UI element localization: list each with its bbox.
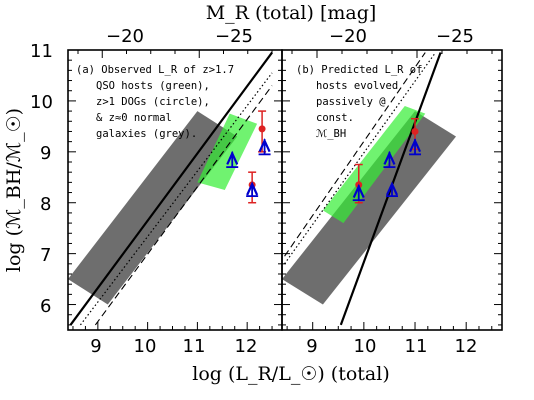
x-tick-labels-top: −20 −25 −20 −25 xyxy=(106,26,474,47)
relation-line-dashed xyxy=(284,52,426,257)
x-tick-labels-bottom: 9 10 11 12 9 10 11 12 xyxy=(90,336,477,357)
axis-ticks xyxy=(68,49,502,330)
annotation-line: ℳ_BH xyxy=(316,128,346,140)
annotation-line: galaxies (grey). xyxy=(96,128,197,140)
blue-triangle xyxy=(409,138,422,153)
relation-line-dotted xyxy=(79,72,273,326)
y-tick-label: 6 xyxy=(40,296,51,317)
blue-triangle xyxy=(385,181,399,196)
red-point xyxy=(411,127,419,135)
x-axis-label-top: M_R (total) [mag] xyxy=(206,2,377,24)
x-axis-label: log (L_R/L_☉) (total) xyxy=(192,363,390,385)
x-tick-label-top: −25 xyxy=(436,26,474,47)
x-tick-label-top: −20 xyxy=(106,26,144,47)
relation-line-solid xyxy=(69,51,273,326)
blue-triangle xyxy=(246,181,259,196)
annotation-line: passively @ xyxy=(316,96,386,108)
annotation-line: (a) Observed L_R of z>1.7 xyxy=(76,64,234,76)
blue-triangle xyxy=(258,138,271,153)
annotation-line: QSO hosts (green), xyxy=(96,80,210,92)
annotation-line: & z≈0 normal xyxy=(96,112,172,124)
y-tick-label: 8 xyxy=(40,194,51,215)
annotation-line: z>1 DOGs (circle), xyxy=(96,96,210,108)
y-axis-label: log (ℳ_BH/ℳ_☉) xyxy=(3,108,25,272)
x-tick-label-top: −20 xyxy=(329,26,367,47)
y-tick-label: 7 xyxy=(40,245,51,266)
annotation-line: (b) Predicted L_R of xyxy=(296,64,422,76)
blue-triangle xyxy=(383,150,396,165)
grey-region xyxy=(282,111,456,305)
annotation-line: const. xyxy=(316,112,354,124)
panel-a xyxy=(68,51,273,326)
annotation-line: hosts evolved xyxy=(316,80,398,92)
y-tick-label: 10 xyxy=(30,92,53,113)
y-tick-label: 11 xyxy=(30,41,53,62)
y-tick-labels: 6 7 8 9 10 11 xyxy=(30,41,53,317)
x-tick-label-top: −25 xyxy=(215,26,253,47)
x-tick-label: 12 xyxy=(455,336,478,357)
relation-line-dotted xyxy=(284,52,436,265)
blue-triangle xyxy=(226,150,239,165)
red-point xyxy=(258,125,266,133)
panel-a-annotation: (a) Observed L_R of z>1.7 QSO hosts (gre… xyxy=(76,64,234,140)
panel-b xyxy=(282,52,456,326)
green-region xyxy=(322,106,426,224)
x-tick-label: 9 xyxy=(90,336,101,357)
x-tick-label: 11 xyxy=(183,336,206,357)
x-tick-label: 9 xyxy=(306,336,317,357)
x-tick-label: 12 xyxy=(235,336,258,357)
blue-triangle xyxy=(352,183,365,199)
y-tick-label: 9 xyxy=(40,143,51,164)
grey-region xyxy=(68,111,238,305)
x-tick-label: 10 xyxy=(354,336,377,357)
green-region xyxy=(197,113,258,190)
x-tick-label: 11 xyxy=(405,336,428,357)
relation-line-dashed xyxy=(94,85,273,326)
panel-b-annotation: (b) Predicted L_R of hosts evolved passi… xyxy=(296,64,422,140)
x-tick-label: 10 xyxy=(134,336,157,357)
